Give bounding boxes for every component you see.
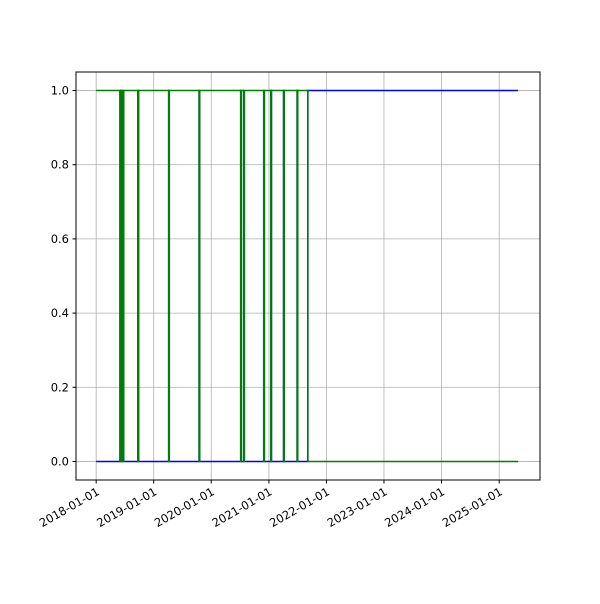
x-tick-label: 2025-01-01 — [440, 484, 505, 530]
y-tick-label: 0.0 — [51, 454, 69, 468]
x-tick-label: 2018-01-01 — [37, 484, 102, 530]
y-tick-label: 0.4 — [51, 306, 69, 320]
y-tick-label: 0.6 — [51, 232, 69, 246]
y-tick-label: 1.0 — [51, 84, 69, 98]
y-tick-label: 0.8 — [51, 158, 69, 172]
x-tick-label: 2024-01-01 — [382, 484, 447, 530]
x-tick-label: 2021-01-01 — [210, 484, 275, 530]
axes-frame — [75, 71, 541, 481]
x-tick-label: 2019-01-01 — [94, 484, 159, 530]
series-line — [96, 89, 519, 463]
y-tick-label: 0.2 — [51, 380, 69, 394]
x-tick-label: 2022-01-01 — [267, 484, 332, 530]
x-tick-label: 2020-01-01 — [152, 484, 217, 530]
x-tick-label: 2023-01-01 — [325, 484, 390, 530]
